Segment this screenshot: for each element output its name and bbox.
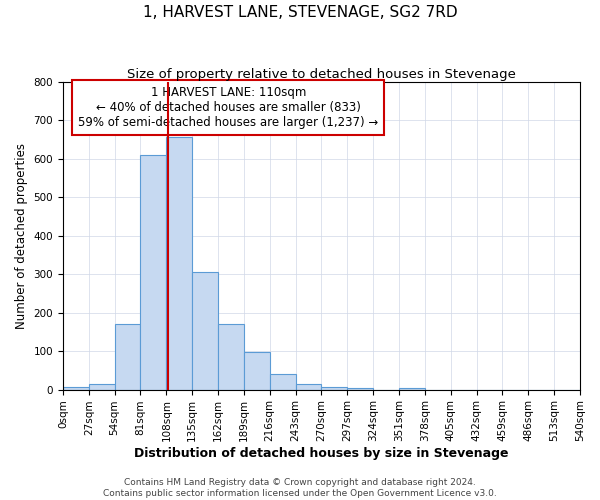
Bar [296,384,322,390]
Text: 1 HARVEST LANE: 110sqm
← 40% of detached houses are smaller (833)
59% of semi-de: 1 HARVEST LANE: 110sqm ← 40% of detached… [78,86,379,130]
Text: 1, HARVEST LANE, STEVENAGE, SG2 7RD: 1, HARVEST LANE, STEVENAGE, SG2 7RD [143,5,457,20]
Bar [166,138,192,390]
Bar [218,324,244,390]
X-axis label: Distribution of detached houses by size in Stevenage: Distribution of detached houses by size … [134,447,509,460]
Bar [89,384,115,390]
Bar [63,386,89,390]
Bar [347,388,373,390]
Bar [399,388,425,390]
Bar [140,155,166,390]
Bar [115,324,140,390]
Bar [244,352,270,390]
Text: Contains HM Land Registry data © Crown copyright and database right 2024.
Contai: Contains HM Land Registry data © Crown c… [103,478,497,498]
Y-axis label: Number of detached properties: Number of detached properties [15,142,28,328]
Title: Size of property relative to detached houses in Stevenage: Size of property relative to detached ho… [127,68,516,80]
Bar [322,386,347,390]
Bar [192,272,218,390]
Bar [270,374,296,390]
